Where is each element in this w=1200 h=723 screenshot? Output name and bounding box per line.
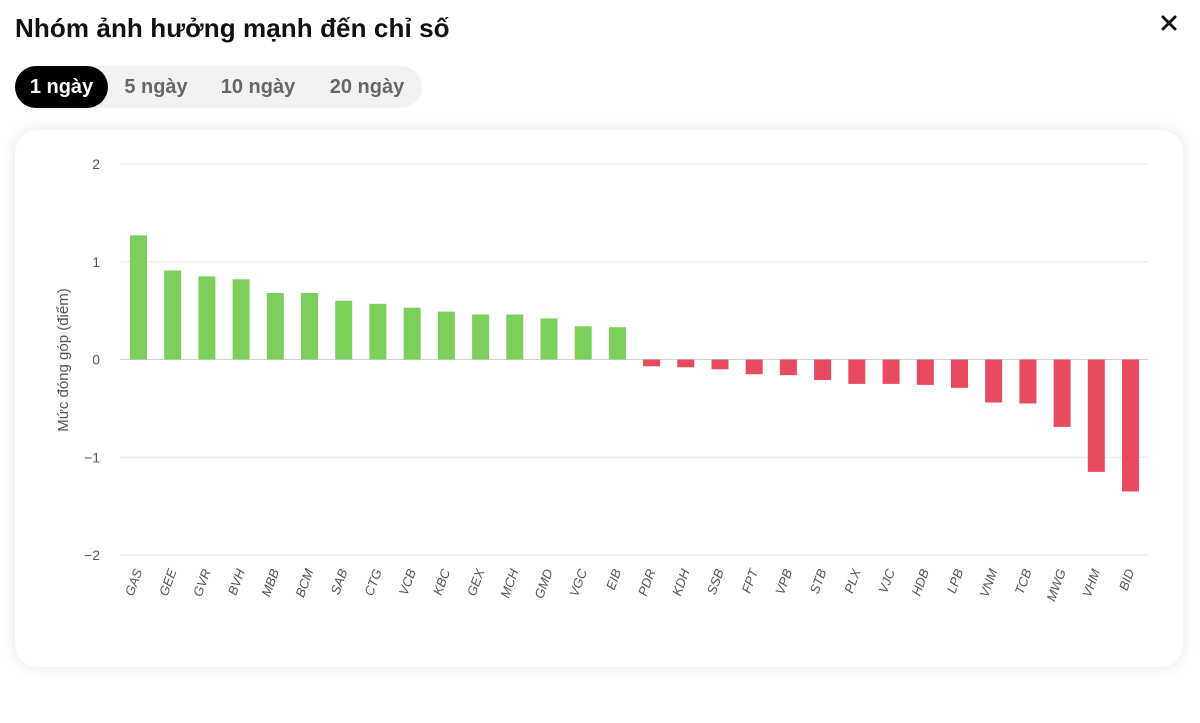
- bar-tcb[interactable]: [1019, 359, 1037, 404]
- bar-hdb[interactable]: [916, 359, 934, 385]
- bar-mwg[interactable]: [1053, 359, 1071, 427]
- x-tick-label: PDR: [635, 567, 658, 598]
- x-tick-label: VGC: [566, 566, 590, 598]
- bar-kbc[interactable]: [437, 311, 455, 360]
- x-tick-label: FPT: [739, 566, 762, 595]
- tab-1-day[interactable]: 1 ngày: [15, 66, 108, 108]
- bar-mch[interactable]: [506, 314, 524, 360]
- bar-plx[interactable]: [848, 359, 866, 384]
- close-icon: [1161, 15, 1177, 31]
- bar-ctg[interactable]: [369, 303, 387, 360]
- x-tick-label: VHM: [1079, 567, 1103, 599]
- period-tabs: 1 ngày 5 ngày 10 ngày 20 ngày: [15, 66, 422, 108]
- x-tick-label: MBB: [258, 567, 282, 599]
- bar-mbb[interactable]: [266, 293, 284, 360]
- x-tick-label: CTG: [361, 567, 384, 598]
- bar-eib[interactable]: [608, 327, 626, 360]
- chart-card: 2 1 0 −1 −2 GAS GEE GVR BVH MBB BCM SAB CTG VCB KBC GE…: [15, 130, 1183, 667]
- x-tick-label: GAS: [122, 567, 146, 598]
- x-tick-label: SSB: [704, 567, 727, 597]
- bar-bcm[interactable]: [301, 293, 318, 360]
- x-tick-label: GEE: [156, 567, 180, 598]
- bar-chart: 2 1 0 −1 −2 GAS GEE GVR BVH MBB BCM SAB CTG VCB KBC GE…: [55, 156, 1148, 603]
- page-title: Nhóm ảnh hưởng mạnh đến chỉ số: [15, 13, 450, 43]
- bar-pdr[interactable]: [643, 359, 661, 367]
- x-tick-label: TCB: [1012, 567, 1035, 597]
- x-tick-label: BID: [1116, 567, 1138, 592]
- x-tick-label: KBC: [430, 566, 453, 597]
- bar-stb[interactable]: [814, 359, 832, 381]
- bar-gmd[interactable]: [540, 318, 558, 360]
- tab-5-days[interactable]: 5 ngày: [124, 76, 188, 98]
- bar-vpb[interactable]: [779, 359, 797, 376]
- y-tick-label: 1: [92, 254, 100, 270]
- x-tick-label: PLX: [841, 566, 864, 595]
- x-tick-label: GMD: [531, 567, 555, 601]
- bar-vnm[interactable]: [985, 359, 1003, 403]
- x-tick-label: HDB: [909, 567, 933, 598]
- bar-vjc[interactable]: [882, 359, 900, 384]
- x-tick-label: VJC: [875, 566, 898, 595]
- bar-sab[interactable]: [335, 300, 353, 360]
- x-tick-label: BVH: [225, 566, 248, 597]
- bar-kdh[interactable]: [677, 359, 695, 368]
- bar-vgc[interactable]: [574, 326, 592, 360]
- bar-gas[interactable]: [130, 235, 147, 360]
- y-axis-label: Mức đóng góp (điểm): [55, 288, 72, 431]
- bar-fpt[interactable]: [745, 359, 763, 375]
- bar-bvh[interactable]: [232, 279, 250, 360]
- x-tick-label: GVR: [190, 567, 214, 599]
- x-tick-label: STB: [807, 567, 830, 596]
- bar-bid[interactable]: [1122, 359, 1139, 492]
- y-tick-label: 2: [92, 156, 100, 172]
- x-tick-label: EIB: [603, 567, 624, 592]
- y-tick-label: −1: [84, 449, 100, 465]
- bar-gvr[interactable]: [198, 276, 216, 360]
- tab-10-days[interactable]: 10 ngày: [220, 76, 296, 98]
- x-tick-label: LPB: [944, 567, 967, 596]
- x-tick-label: KDH: [669, 566, 693, 597]
- x-tick-label: VNM: [977, 567, 1001, 599]
- bar-vhm[interactable]: [1087, 359, 1105, 472]
- bar-ssb[interactable]: [711, 359, 729, 370]
- x-tick-label: MWG: [1043, 567, 1068, 603]
- y-tick-label: −2: [84, 547, 100, 563]
- x-tick-label: MCH: [497, 566, 521, 600]
- x-tick-label: VCB: [396, 567, 419, 598]
- bar-vcb[interactable]: [403, 307, 421, 360]
- tab-20-days[interactable]: 20 ngày: [329, 76, 405, 98]
- x-tick-label: VPB: [772, 567, 795, 597]
- bar-gex[interactable]: [472, 314, 490, 360]
- x-tick-label: BCM: [292, 567, 316, 599]
- x-tick-label: GEX: [464, 566, 488, 598]
- close-button[interactable]: [1156, 10, 1182, 36]
- x-tick-label: SAB: [328, 567, 351, 597]
- y-tick-label: 0: [92, 352, 100, 368]
- bar-gee[interactable]: [164, 270, 182, 360]
- bar-lpb[interactable]: [951, 359, 968, 388]
